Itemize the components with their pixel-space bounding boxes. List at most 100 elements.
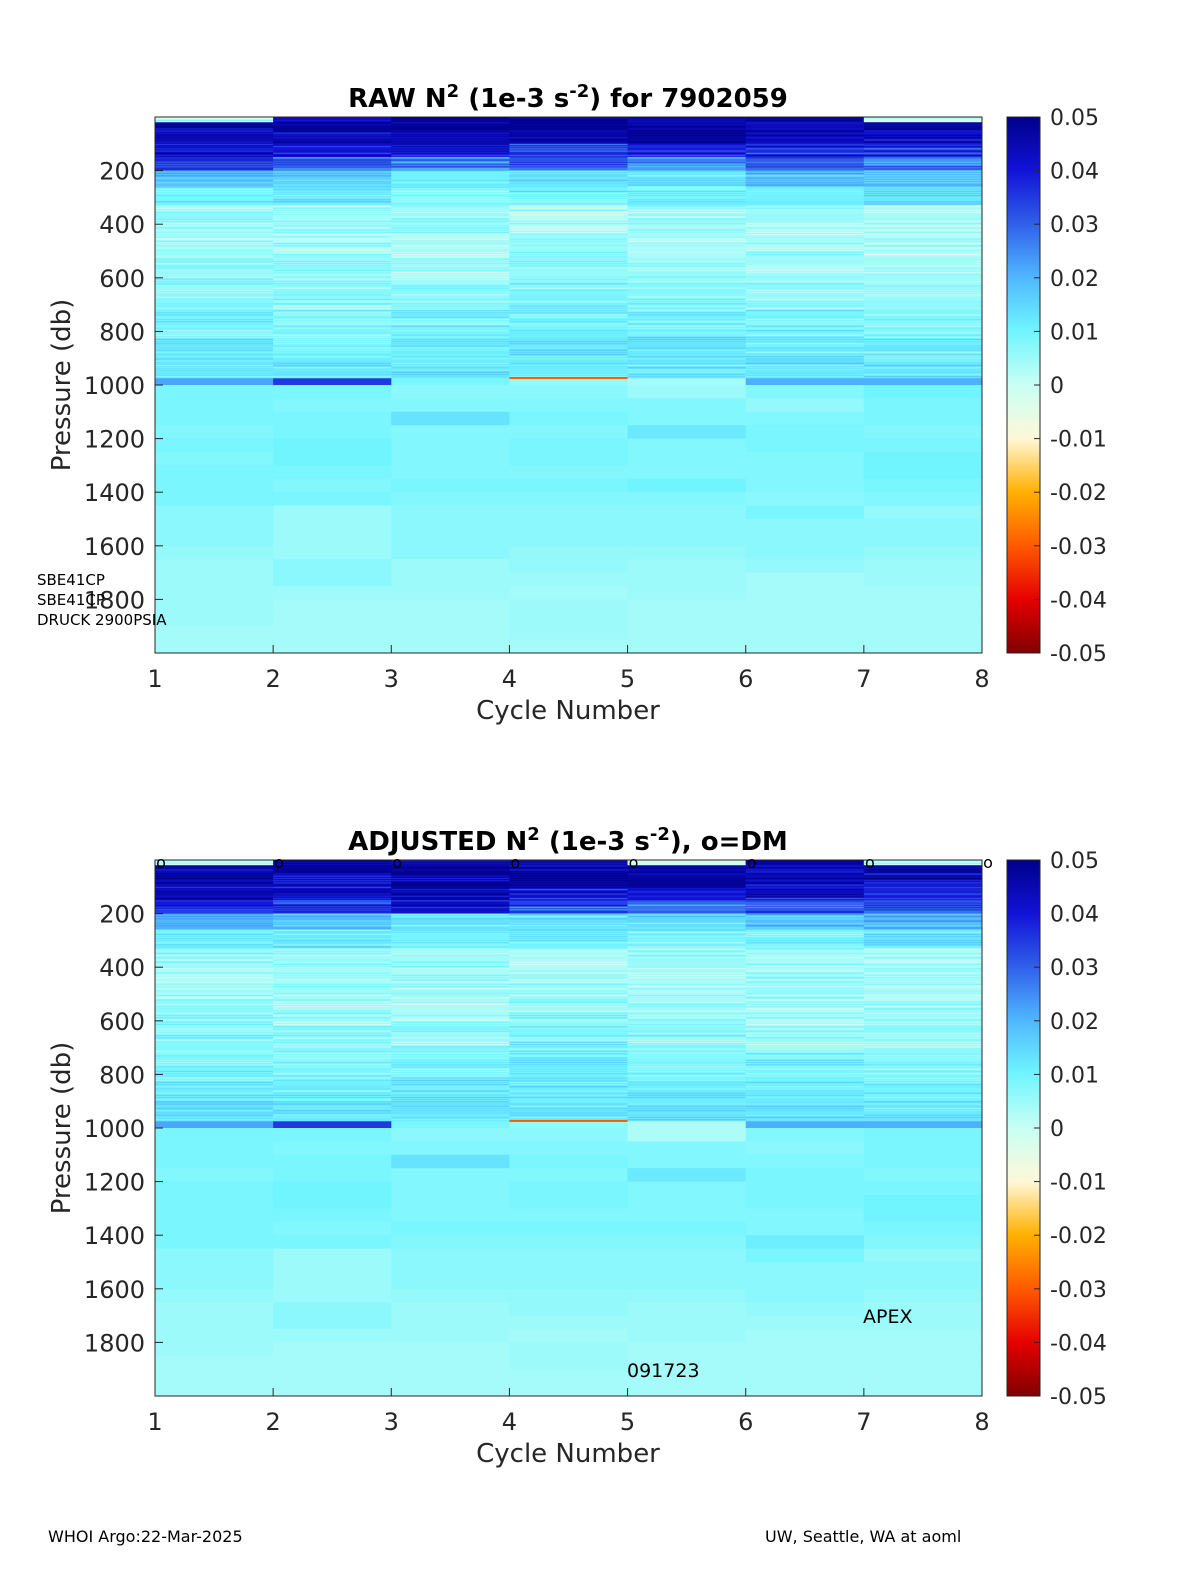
heatmap-band — [745, 1044, 865, 1046]
heatmap-cell — [509, 612, 629, 627]
heatmap-band — [273, 190, 392, 192]
heatmap-band — [745, 249, 865, 251]
heatmap-band — [509, 130, 629, 132]
heatmap-cell — [509, 1235, 629, 1250]
heatmap-band — [391, 289, 510, 292]
colorbar-tick-label: -0.04 — [1050, 588, 1107, 613]
heatmap-cell — [391, 1208, 510, 1223]
heatmap-band — [745, 373, 865, 376]
heatmap-cell — [627, 378, 747, 386]
heatmap-band — [863, 948, 983, 950]
heatmap-band — [155, 260, 274, 263]
heatmap-band — [627, 157, 747, 159]
heatmap-cell — [391, 1369, 510, 1384]
heatmap-cell — [745, 1121, 865, 1129]
heatmap-band — [509, 280, 629, 283]
colorbar-tick-label: 0.02 — [1050, 1010, 1099, 1035]
heatmap-band — [745, 1099, 865, 1101]
heatmap-band — [391, 316, 510, 318]
heatmap-band — [155, 314, 274, 316]
heatmap-band — [627, 371, 747, 373]
heatmap-band — [391, 1112, 510, 1114]
heatmap-band — [509, 1048, 629, 1050]
heatmap-cell — [273, 1181, 392, 1196]
heatmap-band — [745, 122, 865, 124]
x-tick-label: 7 — [856, 1408, 871, 1436]
heatmap-band — [273, 170, 392, 172]
heatmap-band — [155, 1092, 274, 1094]
heatmap-band — [509, 214, 629, 216]
heatmap-band — [155, 1037, 274, 1039]
heatmap-cell — [509, 452, 629, 466]
heatmap-band — [155, 229, 274, 231]
heatmap-band — [745, 318, 865, 321]
heatmap-band — [155, 893, 274, 895]
heatmap-band — [627, 285, 747, 287]
heatmap-band — [863, 269, 983, 271]
heatmap-band — [509, 353, 629, 356]
heatmap-band — [273, 314, 392, 316]
heatmap-band — [273, 236, 392, 238]
heatmap-band — [391, 267, 510, 269]
heatmap-band — [155, 141, 274, 143]
heatmap-band — [627, 1046, 747, 1048]
heatmap-band — [509, 347, 629, 349]
heatmap-band — [273, 1066, 392, 1068]
heatmap-band — [745, 940, 865, 942]
heatmap-band — [627, 1116, 747, 1119]
heatmap-band — [627, 205, 747, 207]
heatmap-cell — [627, 398, 747, 413]
heatmap-band — [627, 117, 747, 119]
heatmap-band — [273, 188, 392, 190]
heatmap-band — [627, 979, 747, 981]
heatmap-band — [627, 175, 747, 177]
heatmap-band — [273, 1057, 392, 1059]
heatmap-cell — [155, 1302, 274, 1317]
heatmap-cell — [745, 599, 865, 614]
heatmap-band — [745, 1116, 865, 1119]
heatmap-band — [509, 146, 629, 148]
heatmap-band — [273, 1001, 392, 1003]
heatmap-band — [509, 249, 629, 251]
heatmap-band — [863, 278, 983, 280]
heatmap-band — [745, 247, 865, 249]
heatmap-band — [509, 245, 629, 247]
heatmap-band — [509, 177, 629, 179]
heatmap-band — [273, 1021, 392, 1023]
heatmap-band — [745, 269, 865, 271]
heatmap-band — [745, 1068, 865, 1070]
heatmap-cell — [273, 1168, 392, 1183]
heatmap-band — [627, 902, 747, 904]
heatmap-band — [155, 117, 274, 119]
heatmap-band — [863, 882, 983, 884]
heatmap-band — [863, 979, 983, 981]
heatmap-band — [155, 1073, 274, 1075]
heatmap-band — [863, 1114, 983, 1116]
heatmap-band — [155, 1050, 274, 1052]
heatmap-cell — [745, 1302, 865, 1317]
heatmap-band — [391, 212, 510, 214]
heatmap-band — [391, 369, 510, 371]
heatmap-band — [391, 1026, 510, 1028]
heatmap-band — [627, 963, 747, 965]
heatmap-band — [155, 909, 274, 911]
heatmap-band — [509, 891, 629, 893]
heatmap-cell — [627, 1235, 747, 1250]
heatmap-band — [155, 1019, 274, 1021]
raw-colorbar: 0.050.040.030.020.010-0.01-0.02-0.03-0.0… — [1006, 106, 1107, 667]
heatmap-band — [863, 207, 983, 209]
heatmap-band — [391, 318, 510, 321]
heatmap-band — [509, 247, 629, 249]
heatmap-band — [155, 1030, 274, 1032]
heatmap-band — [155, 977, 274, 979]
heatmap-band — [863, 963, 983, 965]
y-tick-label: 800 — [99, 1061, 145, 1089]
heatmap-cell — [627, 1181, 747, 1196]
heatmap-band — [155, 1008, 274, 1010]
heatmap-band — [155, 274, 274, 276]
heatmap-band — [627, 942, 747, 944]
heatmap-band — [863, 294, 983, 296]
heatmap-band — [509, 961, 629, 963]
heatmap-band — [391, 197, 510, 199]
